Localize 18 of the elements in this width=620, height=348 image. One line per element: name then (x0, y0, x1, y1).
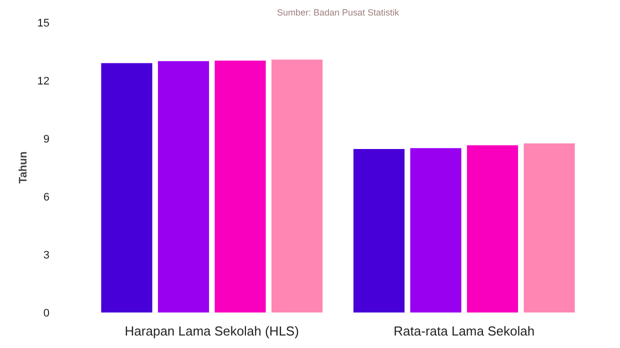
bar (214, 60, 266, 312)
y-tick-label: 3 (43, 250, 50, 262)
y-tick-label: 6 (43, 192, 50, 204)
bar (353, 148, 405, 312)
y-tick-label: 0 (43, 308, 50, 320)
bar (271, 60, 323, 312)
bar (466, 145, 518, 312)
bar (101, 63, 152, 312)
text: Sumber: Badan Pusat Statistik (276, 8, 400, 18)
x-tick-label: Rata-rata Lama Sekolah (394, 324, 535, 338)
y-tick-label: 9 (43, 134, 50, 146)
bar (158, 61, 210, 312)
y-tick-label: 15 (37, 18, 50, 30)
bar (410, 148, 462, 312)
y-tick-label: 12 (37, 76, 50, 88)
x-tick-label: Harapan Lama Sekolah (HLS) (124, 324, 299, 338)
y-axis-title: Tahun (17, 151, 30, 184)
bar (524, 143, 575, 312)
